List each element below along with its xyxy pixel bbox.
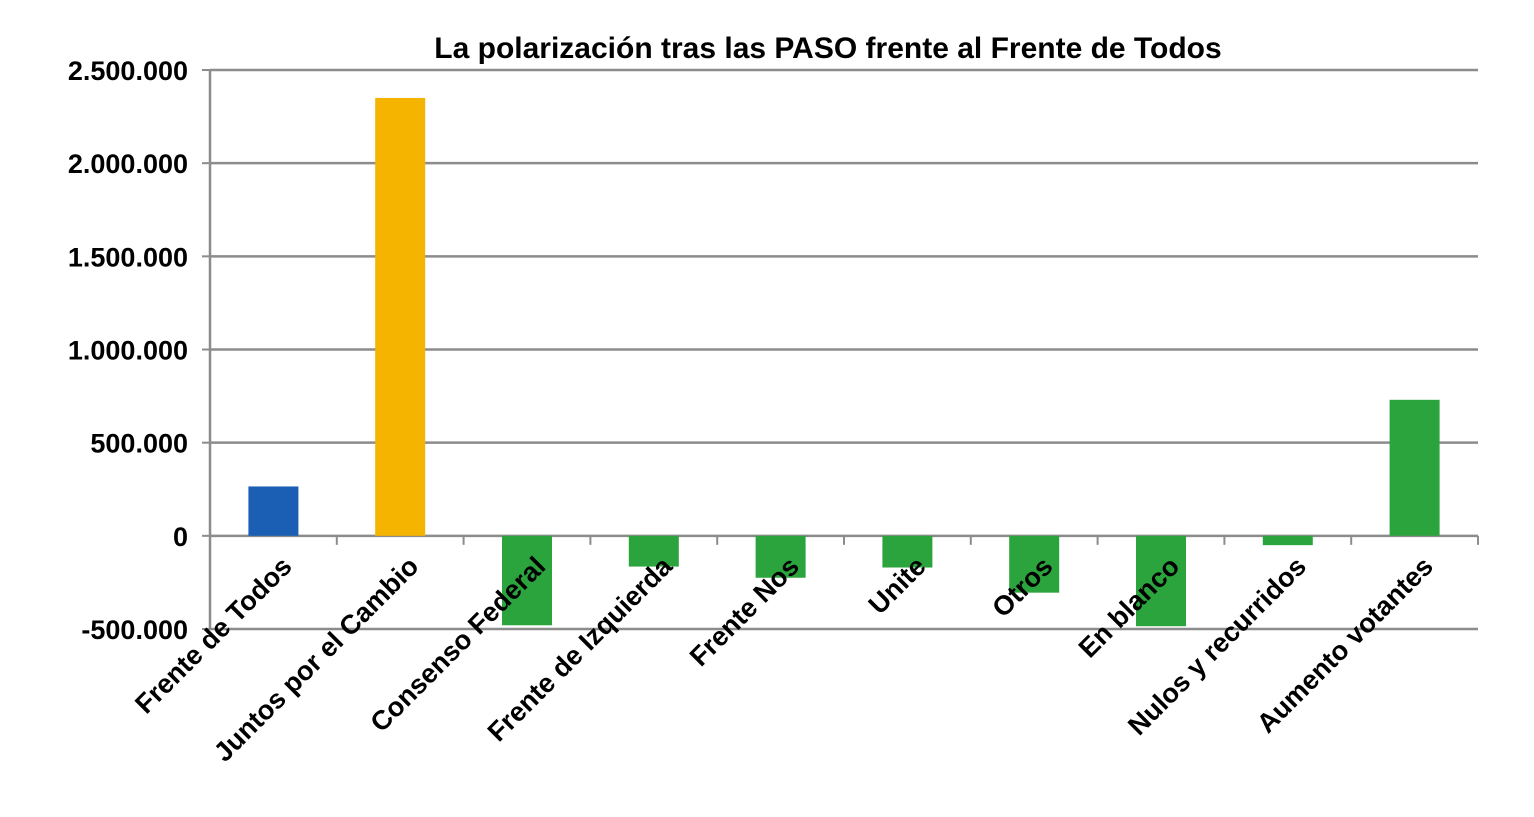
x-tick-label: Frente Nos (684, 551, 805, 672)
x-tick-label: Juntos por el Cambio (208, 551, 424, 767)
bar-aumento-votantes (1389, 399, 1440, 536)
bar-otros (1009, 535, 1060, 593)
bar-en-blanco (1136, 535, 1186, 627)
bar-unite (882, 535, 933, 568)
y-tick-labels: 2.500.000 2.000.000 1.500.000 1.000.000 500.… (68, 56, 188, 645)
bar-frente-de-todos (248, 486, 299, 536)
y-tick-label: 1.500.000 (68, 242, 188, 272)
y-tick-label: 0 (173, 522, 188, 552)
y-tick-label: 2.000.000 (68, 149, 188, 179)
bars (248, 97, 1440, 627)
y-tick-label: 2.500.000 (68, 56, 188, 86)
chart-title: La polarización tras las PASO frente al … (434, 32, 1221, 65)
bar-juntos-por-el-cambio (375, 97, 426, 536)
bar-consenso-federal (502, 535, 552, 626)
bar-nulos-y-recurridos (1262, 535, 1313, 546)
y-tick-label: -500.000 (81, 615, 188, 645)
y-tick-label: 1.000.000 (68, 336, 188, 366)
bar-frente-nos (755, 535, 806, 578)
y-tick-label: 500.000 (90, 429, 188, 459)
bar-frente-de-izquierda (628, 535, 679, 567)
